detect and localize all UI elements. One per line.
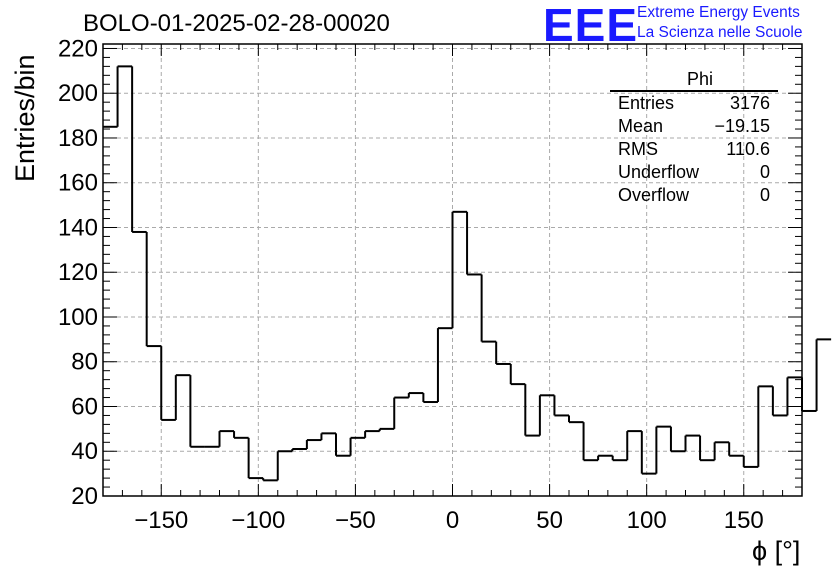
x-tick-label: 50 — [536, 507, 563, 534]
stats-label: Underflow — [618, 162, 700, 182]
stats-row-underflow: Underflow 0 — [610, 161, 778, 184]
y-tick-label: 40 — [71, 438, 98, 465]
histogram-steps — [103, 65, 832, 482]
y-tick-label: 100 — [58, 304, 98, 331]
plot-title: BOLO-01-2025-02-28-00020 — [83, 10, 390, 37]
stats-value: 110.6 — [726, 139, 770, 159]
x-tick-label: 0 — [446, 507, 459, 534]
stats-row-overflow: Overflow 0 — [610, 184, 778, 207]
x-axis-ticks: −150 −100 −50 0 50 100 150 — [102, 44, 803, 534]
y-tick-label: 120 — [58, 259, 98, 286]
logo-line-2: La Scienza nelle Scuole — [637, 24, 803, 41]
y-tick-label: 80 — [71, 349, 98, 376]
stats-row-entries: Entries 3176 — [610, 92, 778, 115]
eee-logo: EEE — [543, 0, 639, 51]
x-tick-label: 150 — [724, 507, 764, 534]
stats-label: RMS — [618, 139, 658, 159]
stats-value: 3176 — [729, 93, 770, 113]
y-tick-label: 180 — [58, 125, 98, 152]
stats-value: 0 — [759, 185, 770, 205]
y-axis-ticks: 20 40 60 80 100 120 140 160 180 200 220 — [58, 35, 802, 510]
stats-row-mean: Mean −19.15 — [610, 115, 778, 138]
y-axis-label: Entries/bin — [10, 54, 40, 182]
stats-label: Entries — [618, 93, 675, 113]
stats-row-rms: RMS 110.6 — [610, 138, 778, 161]
y-tick-label: 220 — [58, 35, 98, 62]
stats-box: Phi Entries 3176 Mean −19.15 RMS 110.6 U… — [610, 68, 778, 207]
stats-title: Phi — [610, 68, 778, 92]
y-tick-label: 200 — [58, 80, 98, 107]
stats-value: 0 — [759, 162, 770, 182]
x-tick-label: −100 — [231, 507, 285, 534]
stats-label: Mean — [618, 116, 664, 136]
stats-label: Overflow — [618, 185, 690, 205]
logo-line-1: Extreme Energy Events — [637, 4, 800, 21]
y-tick-label: 20 — [71, 483, 98, 510]
y-tick-label: 60 — [71, 393, 98, 420]
x-tick-label: 100 — [627, 507, 667, 534]
x-tick-label: −150 — [134, 507, 188, 534]
stats-value: −19.15 — [714, 116, 770, 136]
x-axis-label: ϕ [°] — [752, 536, 801, 566]
x-tick-label: −50 — [335, 507, 376, 534]
y-tick-label: 160 — [58, 170, 98, 197]
y-tick-label: 140 — [58, 214, 98, 241]
